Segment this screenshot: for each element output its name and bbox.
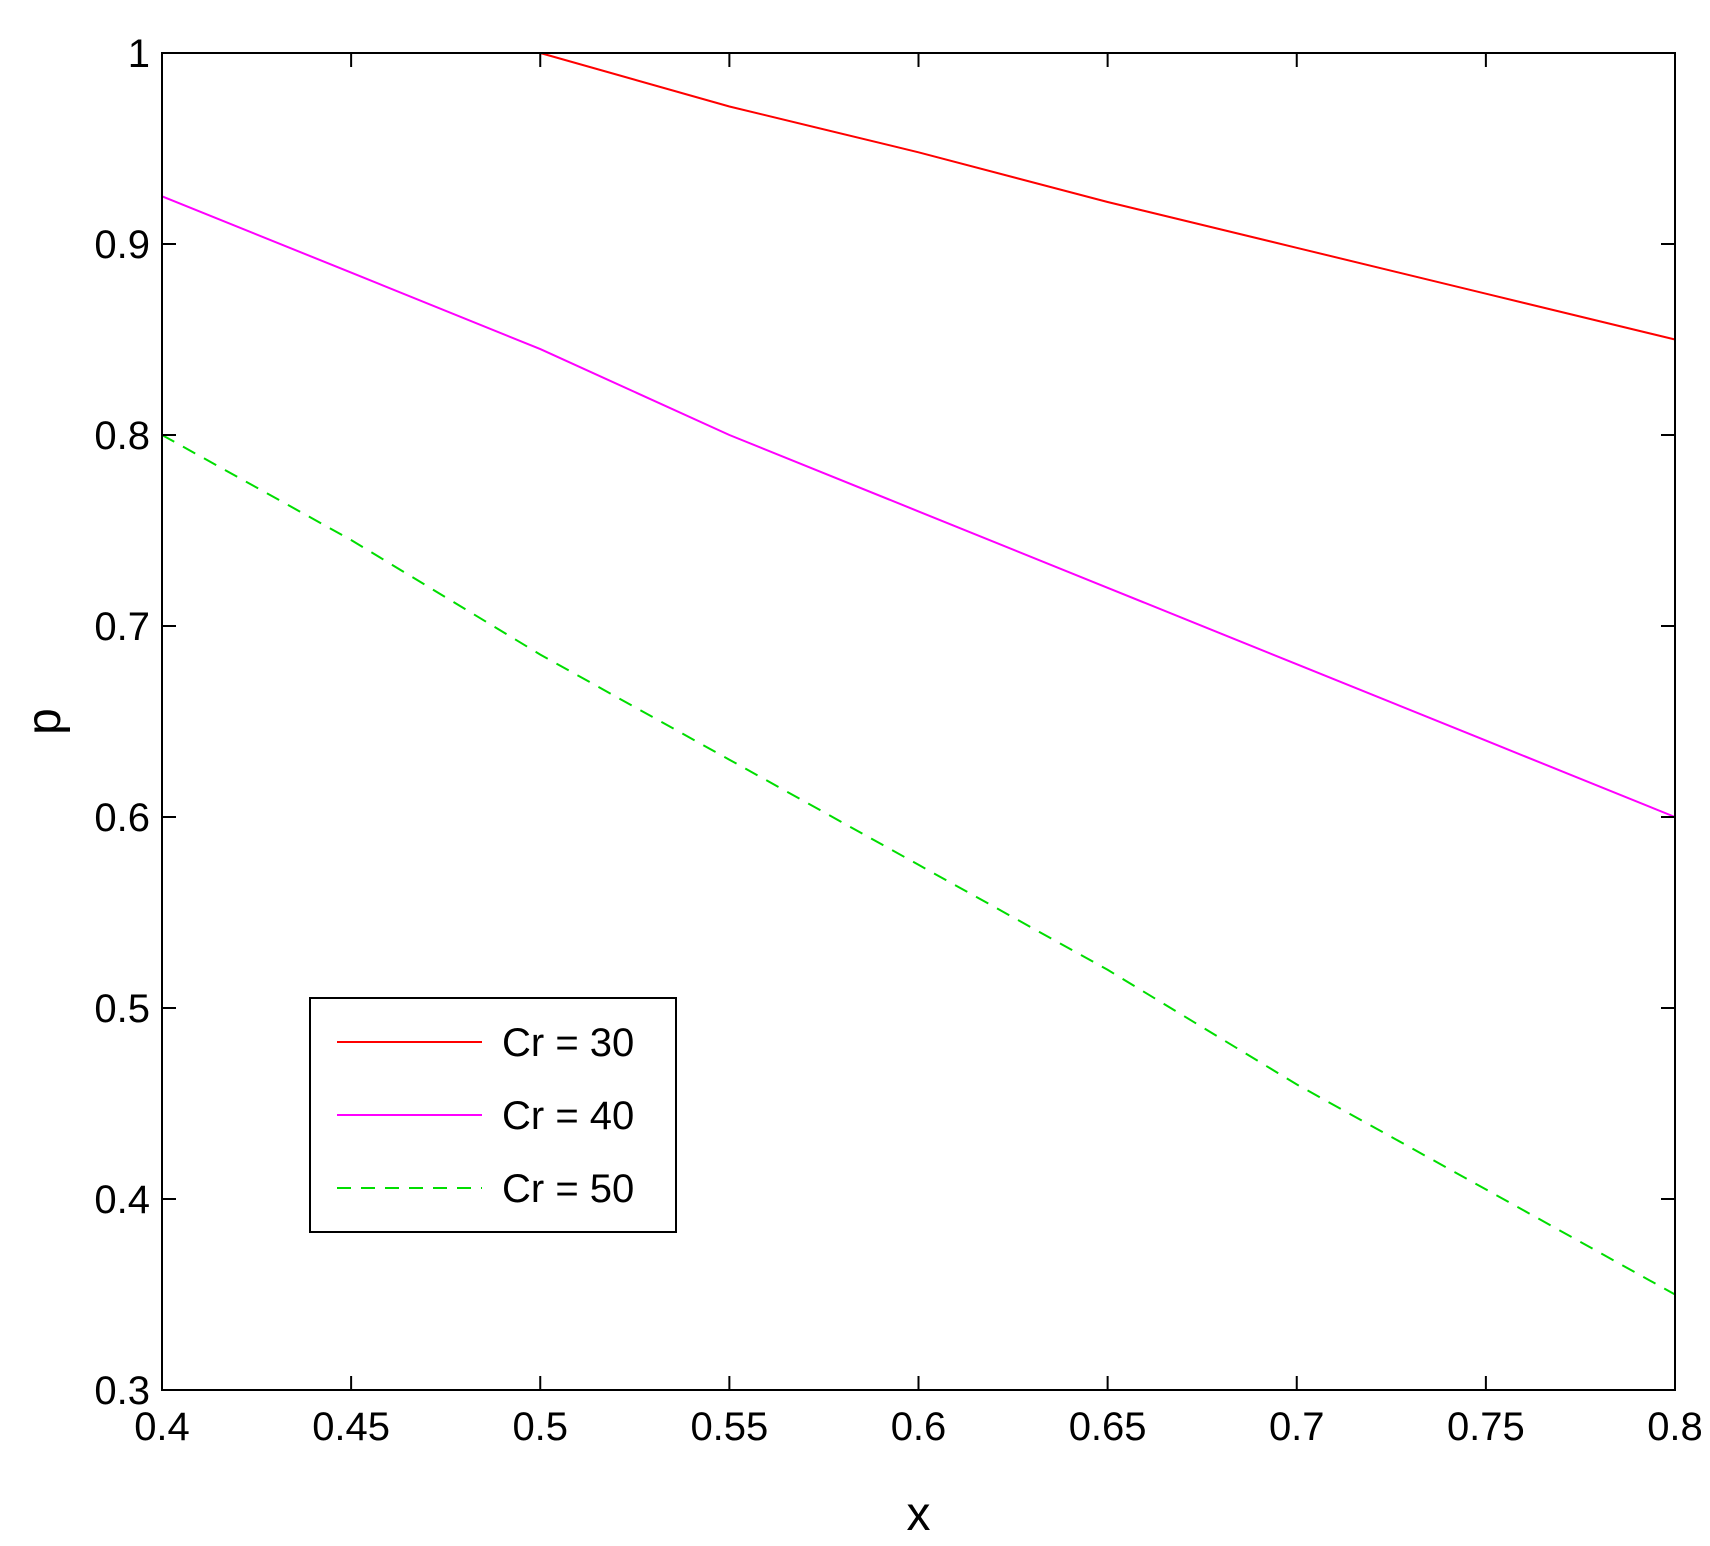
x-tick-label: 0.6 [891, 1405, 947, 1449]
y-tick-label: 0.5 [94, 987, 150, 1031]
x-tick-label: 0.65 [1069, 1405, 1147, 1449]
y-tick-label: 1 [128, 32, 150, 76]
y-tick-label: 0.9 [94, 223, 150, 267]
series-line-cr-30 [540, 52, 1676, 341]
x-tick-label: 0.4 [134, 1405, 190, 1449]
series-line-cr-40 [161, 195, 1676, 818]
x-tick-label: 0.75 [1447, 1405, 1525, 1449]
y-tick-label: 0.4 [94, 1178, 150, 1222]
x-tick-label: 0.7 [1269, 1405, 1325, 1449]
legend-label: Cr = 40 [502, 1094, 634, 1138]
x-tick-label: 0.5 [512, 1405, 568, 1449]
legend: Cr = 30 Cr = 40 Cr = 50 [309, 997, 677, 1233]
x-tick-label: 0.55 [690, 1405, 768, 1449]
y-tick-label: 0.7 [94, 605, 150, 649]
y-tick-label: 0.6 [94, 796, 150, 840]
ticks-layer [161, 52, 1676, 1391]
y-tick-labels: 0.3 0.4 0.5 0.6 0.7 0.8 0.9 1 [94, 32, 150, 1413]
x-axis-label: x [907, 1488, 931, 1541]
legend-label: Cr = 50 [502, 1167, 634, 1211]
x-tick-label: 0.45 [312, 1405, 390, 1449]
legend-label: Cr = 30 [502, 1021, 634, 1065]
x-tick-label: 0.8 [1647, 1405, 1703, 1449]
y-axis-label: p [18, 708, 71, 735]
series-layer [161, 52, 1676, 1296]
series-line-cr-50 [161, 434, 1676, 1296]
y-tick-label: 0.8 [94, 414, 150, 458]
y-tick-label: 0.3 [94, 1369, 150, 1413]
x-tick-labels: 0.4 0.45 0.5 0.55 0.6 0.65 0.7 0.75 0.8 [134, 1405, 1703, 1449]
